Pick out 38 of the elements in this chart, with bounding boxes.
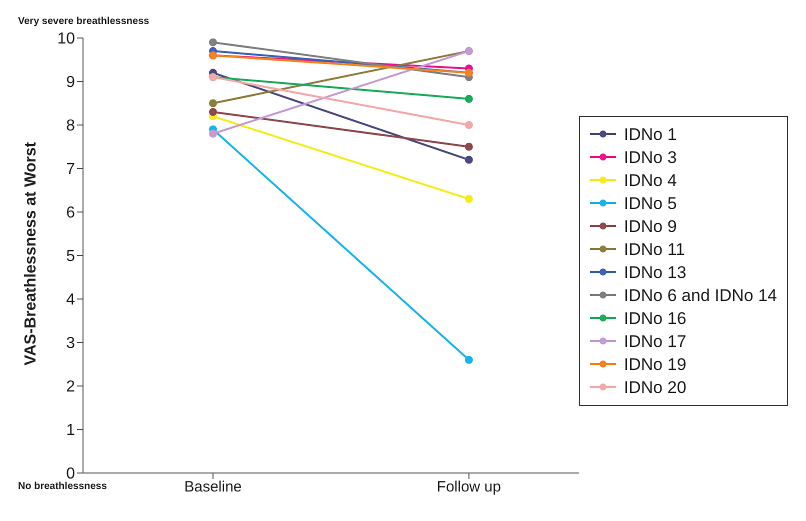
point: [209, 130, 217, 138]
y-tick-label: 10: [57, 30, 76, 48]
legend-label: IDNo 3: [624, 146, 677, 168]
legend-label: IDNo 19: [624, 354, 686, 376]
legend-label: IDNo 6 and IDNo 14: [624, 284, 777, 306]
legend-label: IDNo 20: [624, 376, 686, 398]
y-tick-label: 8: [66, 118, 76, 135]
bottom-scale-note: No breathlessness: [18, 481, 107, 492]
point: [464, 194, 473, 203]
point: [209, 38, 217, 46]
y-axis-title: VAS-Breathlessness at Worst: [22, 141, 40, 366]
y-tick-label: 4: [66, 292, 76, 309]
y-tick-label: 2: [66, 378, 76, 396]
y-tick-label: 7: [66, 161, 76, 178]
point: [464, 121, 473, 129]
point: [464, 356, 473, 364]
x-tick-label: Follow up: [436, 478, 502, 496]
x-tick-label: Baseline: [184, 478, 242, 496]
legend-label: IDNo 11: [624, 238, 686, 260]
y-tick-label: 6: [66, 204, 76, 222]
point: [209, 99, 217, 108]
legend-label: IDNo 16: [624, 308, 686, 330]
legend-label: IDNo 5: [624, 192, 677, 214]
legend-label: IDNo 4: [624, 170, 677, 192]
legend-label: IDNo 9: [624, 216, 677, 238]
y-tick-label: 9: [66, 74, 76, 92]
y-tick-label: 0: [66, 466, 76, 483]
point: [464, 94, 473, 103]
point: [464, 142, 473, 151]
point: [209, 108, 217, 116]
y-tick-label: 1: [66, 422, 76, 440]
legend-label: IDNo 17: [624, 330, 686, 352]
y-tick-label: 5: [66, 248, 76, 266]
legend-label: IDNo 13: [624, 262, 686, 284]
point: [464, 156, 473, 164]
legend-label: IDNo 1: [624, 124, 677, 146]
y-tick-label: 3: [66, 335, 76, 352]
top-scale-note: Very severe breathlessness: [18, 16, 150, 27]
